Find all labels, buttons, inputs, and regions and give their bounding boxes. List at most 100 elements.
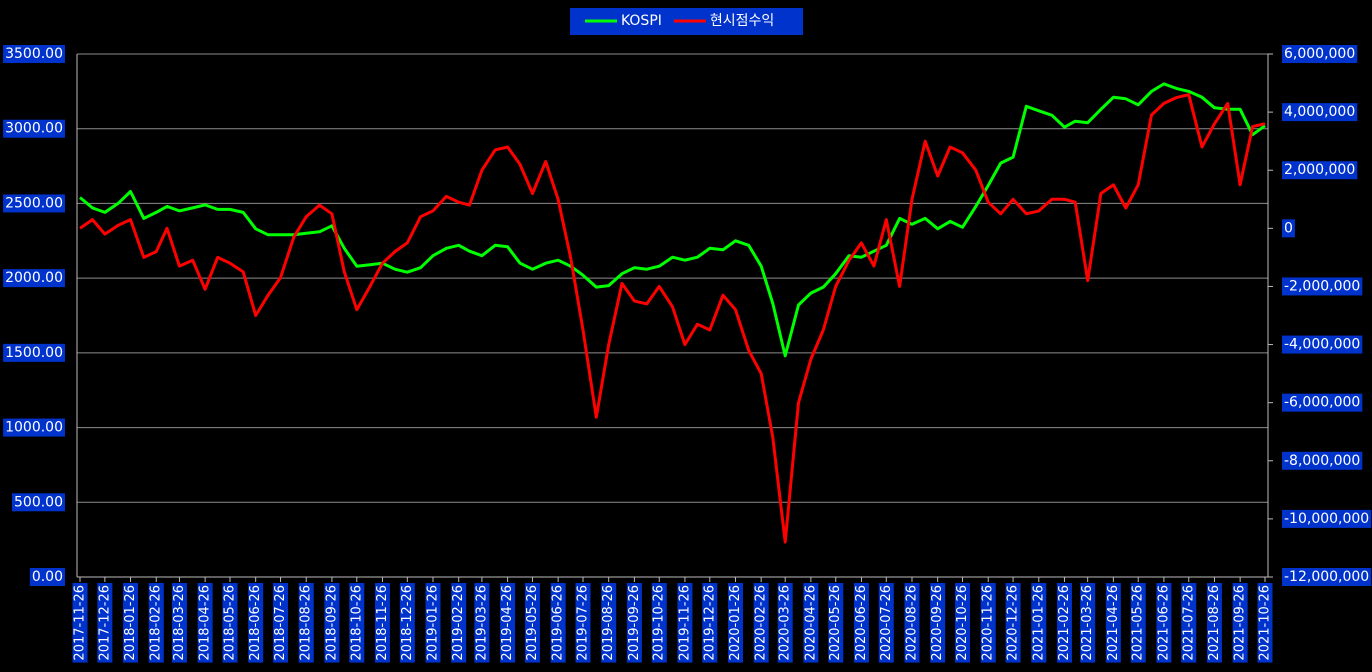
label-box <box>3 269 65 288</box>
label-box <box>374 583 390 663</box>
label-box <box>1005 583 1021 663</box>
label-box <box>575 583 591 663</box>
x-tick-label: 2019-04-26 <box>500 585 515 661</box>
x-tick-label: 2020-12-26 <box>1006 585 1021 661</box>
label-box <box>1282 103 1358 122</box>
y-tick-label: 1000.00 <box>5 420 63 436</box>
y2-tick-label: -10,000,000 <box>1284 511 1369 527</box>
x-tick-label: 2019-09-26 <box>627 585 642 661</box>
label-box <box>474 583 490 663</box>
x-tick-label: 2019-05-26 <box>525 585 540 661</box>
label-box <box>853 583 869 663</box>
label-box <box>1282 509 1372 528</box>
label-box <box>123 583 139 663</box>
label-box <box>324 583 340 663</box>
x-tick-label: 2018-08-26 <box>299 585 314 661</box>
label-box <box>1282 451 1363 470</box>
label-box <box>677 583 693 663</box>
label-box <box>702 583 718 663</box>
x-tick-label: 2021-04-26 <box>1106 585 1121 661</box>
x-tick-label: 2020-07-26 <box>879 585 894 661</box>
x-tick-label: 2020-11-26 <box>981 585 996 661</box>
label-box <box>500 583 516 663</box>
label-box <box>1181 583 1197 663</box>
x-tick-label: 2018-06-26 <box>248 585 263 661</box>
x-tick-label: 2021-03-26 <box>1080 585 1095 661</box>
label-box <box>298 583 314 663</box>
label-box <box>803 583 819 663</box>
x-tick-label: 2019-02-26 <box>451 585 466 661</box>
x-tick-label: 2019-11-26 <box>677 585 692 661</box>
y-tick-label: 3000.00 <box>5 121 63 137</box>
label-box <box>451 583 467 663</box>
x-tick-label: 2018-03-26 <box>172 585 187 661</box>
x-tick-label: 2018-11-26 <box>375 585 390 661</box>
x-tick-label: 2018-01-26 <box>123 585 138 661</box>
x-tick-label: 2019-06-26 <box>551 585 566 661</box>
label-box <box>1232 583 1248 663</box>
label-box <box>1282 219 1295 238</box>
label-box <box>955 583 971 663</box>
label-box <box>1282 161 1358 180</box>
label-box <box>1206 583 1222 663</box>
label-box <box>1282 277 1363 296</box>
x-tick-label: 2020-09-26 <box>930 585 945 661</box>
legend-label: KOSPI <box>621 13 662 29</box>
label-box <box>222 583 238 663</box>
label-box <box>1282 393 1363 412</box>
label-box <box>1156 583 1172 663</box>
legend: KOSPI 현시점수익 <box>570 8 803 35</box>
y2-tick-label: -8,000,000 <box>1284 453 1360 469</box>
label-box <box>425 583 441 663</box>
x-tick-label: 2019-01-26 <box>426 585 441 661</box>
y-tick-label: 1500.00 <box>5 345 63 361</box>
y-tick-label: 2000.00 <box>5 270 63 286</box>
label-box <box>1130 583 1146 663</box>
label-box <box>980 583 996 663</box>
y2-tick-label: -4,000,000 <box>1284 337 1360 353</box>
series-line <box>79 93 1266 544</box>
y-tick-label: 2500.00 <box>5 195 63 211</box>
x-tick-label: 2021-06-26 <box>1156 585 1171 661</box>
y-tick-label: 3500.00 <box>5 46 63 62</box>
label-box <box>349 583 365 663</box>
y2-tick-label: -6,000,000 <box>1284 395 1360 411</box>
y-tick-label: 0.00 <box>32 569 63 585</box>
label-box <box>626 583 642 663</box>
label-box <box>550 583 566 663</box>
x-tick-label: 2021-07-26 <box>1181 585 1196 661</box>
label-box <box>777 583 793 663</box>
label-box <box>29 568 65 586</box>
x-tick-label: 2019-08-26 <box>601 585 616 661</box>
label-box <box>3 45 65 63</box>
label-box <box>273 583 289 663</box>
series-line <box>79 82 1266 358</box>
x-tick-label: 2020-03-26 <box>778 585 793 661</box>
label-box <box>1282 45 1358 63</box>
x-tick-label: 2020-06-26 <box>854 585 869 661</box>
label-box <box>1257 583 1273 663</box>
label-box <box>3 119 65 138</box>
x-tick-label: 2018-12-26 <box>400 585 415 661</box>
x-tick-label: 2019-10-26 <box>652 585 667 661</box>
label-box <box>248 583 264 663</box>
x-tick-label: 2018-04-26 <box>198 585 213 661</box>
x-tick-label: 2020-02-26 <box>754 585 769 661</box>
y2-tick-label: -2,000,000 <box>1284 278 1360 294</box>
x-tick-label: 2021-08-26 <box>1207 585 1222 661</box>
x-tick-label: 2020-04-26 <box>803 585 818 661</box>
x-tick-label: 2018-05-26 <box>222 585 237 661</box>
x-tick-label: 2019-07-26 <box>576 585 591 661</box>
label-box <box>148 583 164 663</box>
x-tick-label: 2018-02-26 <box>149 585 164 661</box>
x-tick-label: 2021-02-26 <box>1057 585 1072 661</box>
x-tick-label: 2020-05-26 <box>828 585 843 661</box>
y2-tick-label: 0 <box>1284 220 1293 236</box>
x-tick-label: 2020-10-26 <box>955 585 970 661</box>
label-box <box>1282 568 1372 586</box>
y2-tick-label: -12,000,000 <box>1284 569 1369 585</box>
x-tick-label: 2018-07-26 <box>273 585 288 661</box>
label-box <box>72 583 88 663</box>
